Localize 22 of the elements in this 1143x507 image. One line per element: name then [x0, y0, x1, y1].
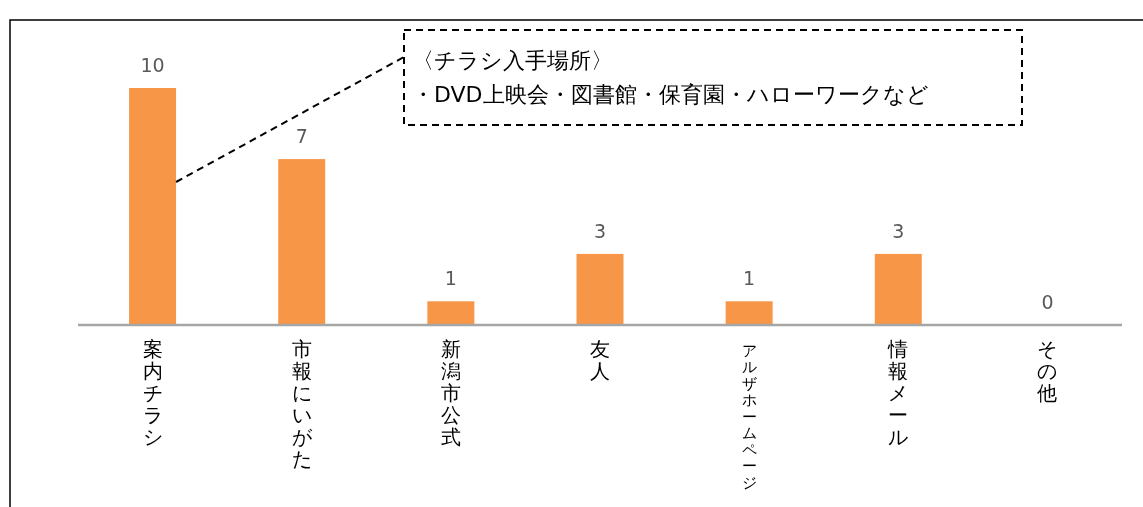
- data-label: 1: [743, 267, 756, 290]
- x-tick-label: 市報にいがた: [291, 337, 313, 471]
- bar: [874, 253, 922, 325]
- data-label: 7: [295, 125, 308, 148]
- text: 〈チラシ入手場所〉: [412, 48, 613, 73]
- x-tick-label: 案内チラシ: [142, 337, 163, 449]
- bar: [725, 301, 773, 325]
- category-label: アルザホームページ: [741, 342, 757, 492]
- bar: [278, 159, 326, 325]
- data-label: 3: [593, 219, 607, 242]
- data-label: 10: [140, 54, 165, 76]
- x-tick-label: 友人: [590, 337, 610, 383]
- x-tick-label: その他: [1037, 337, 1058, 405]
- annotation: ・DVD上映会・図書館・保育園・ハローワークなど: [412, 82, 929, 107]
- bar: [427, 301, 475, 325]
- bar: [576, 253, 624, 325]
- x-tick-label: 新潟市公式: [440, 337, 461, 449]
- bar: [129, 88, 177, 325]
- data-label: 3: [892, 219, 905, 242]
- data-label: 0: [1041, 291, 1054, 313]
- data-label: 1: [444, 267, 457, 290]
- x-tick-label: 情報メール: [887, 337, 909, 449]
